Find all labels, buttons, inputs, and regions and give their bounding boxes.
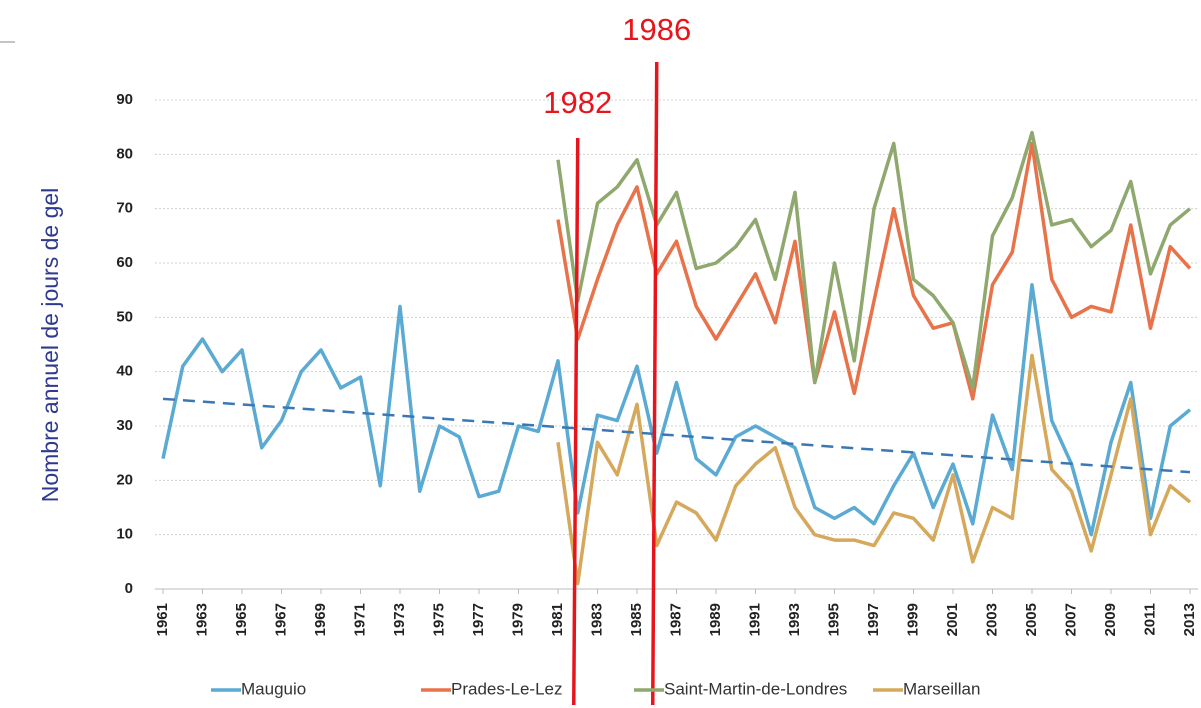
x-tick-label: 1963 (193, 603, 210, 636)
x-tick-label: 2009 (1102, 603, 1119, 636)
x-tick-label: 1981 (549, 603, 566, 636)
x-tick-label: 1977 (470, 603, 487, 636)
y-tick-label: 0 (125, 580, 133, 597)
line-series (556, 353, 1192, 586)
x-tick-label: 1985 (628, 603, 645, 636)
x-tick-label: 1991 (746, 603, 763, 636)
y-tick-label: 70 (116, 200, 133, 217)
y-axis-label: Nombre annuel de jours de gel (37, 188, 63, 503)
legend-label: Marseillan (903, 679, 980, 698)
annotation-line (651, 61, 659, 706)
x-tick-label: 1983 (588, 603, 605, 636)
x-tick-label: 1997 (865, 603, 882, 636)
x-tick-label: 2005 (1023, 603, 1040, 636)
x-tick-label: 1987 (667, 603, 684, 636)
y-tick-label: 90 (116, 91, 133, 108)
x-tick-label: 1979 (509, 603, 526, 636)
line-series (556, 141, 1192, 401)
x-tick-label: 1965 (233, 603, 250, 636)
x-tick-label: 2013 (1181, 603, 1198, 636)
legend-label: Prades-Le-Lez (451, 679, 563, 698)
x-tick-label: 1973 (391, 603, 408, 636)
annotation-label: 1986 (622, 12, 691, 47)
x-tick-label: 1971 (351, 603, 368, 636)
x-tick-label: 2003 (983, 603, 1000, 636)
x-tick-label: 1995 (825, 603, 842, 636)
line-series (161, 282, 1192, 537)
x-tick-label: 2001 (944, 603, 961, 636)
y-tick-label: 60 (116, 254, 133, 271)
x-tick-label: 1961 (154, 603, 171, 636)
legend-label: Mauguio (241, 679, 306, 698)
x-tick-label: 2007 (1062, 603, 1079, 636)
annotation-line (572, 137, 580, 706)
line-series (556, 130, 1192, 390)
trend-line (162, 397, 1191, 474)
y-tick-label: 20 (116, 471, 133, 488)
x-tick-label: 1993 (786, 603, 803, 636)
x-tick-label: 1975 (430, 603, 447, 636)
legend-label: Saint-Martin-de-Londres (664, 679, 847, 698)
y-tick-label: 50 (116, 308, 133, 325)
y-tick-label: 40 (116, 363, 133, 380)
y-tick-label: 80 (116, 145, 133, 162)
y-tick-label: 10 (116, 526, 133, 543)
x-tick-label: 1999 (904, 603, 921, 636)
x-tick-label: 1989 (707, 603, 724, 636)
x-tick-label: 2011 (1141, 603, 1158, 636)
y-tick-label: 30 (116, 417, 133, 434)
x-tick-label: 1969 (312, 603, 329, 636)
x-tick-label: 1967 (272, 603, 289, 636)
annotation-label: 1982 (543, 85, 612, 120)
